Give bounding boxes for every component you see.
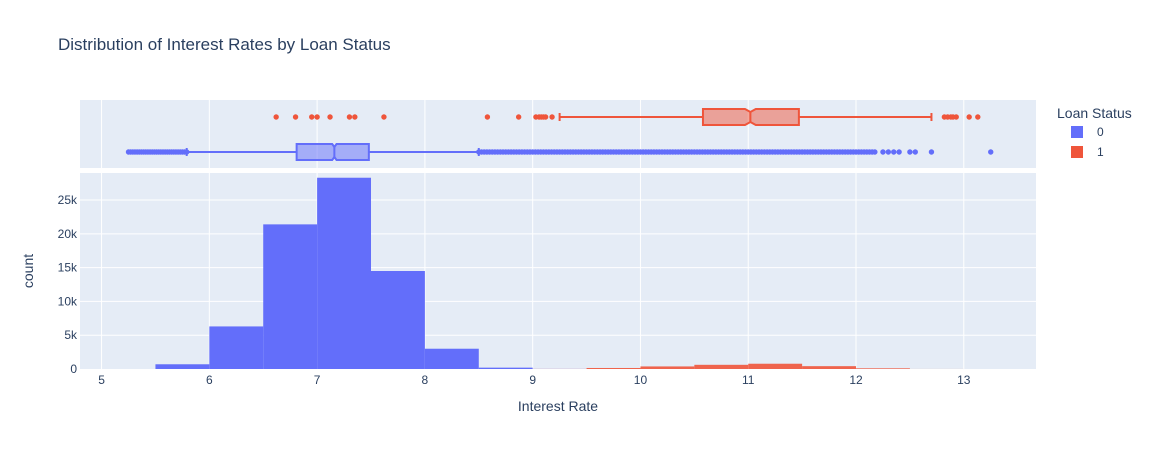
histogram-bar-series-1 — [694, 365, 748, 369]
legend-swatch — [1071, 126, 1083, 138]
box-outlier-point — [975, 114, 980, 119]
legend-item-1: 1 — [1071, 145, 1104, 159]
y-axis-ticks: 0 5k 10k 15k 20k 25k — [58, 193, 78, 376]
y-tick-label: 20k — [58, 227, 78, 241]
box-outlier-point — [314, 114, 319, 119]
x-tick-label: 9 — [529, 373, 536, 387]
box-outlier-point — [872, 149, 877, 154]
histogram-bar-series-1 — [748, 364, 802, 369]
box-outlier-point — [273, 114, 278, 119]
x-tick-label: 8 — [422, 373, 429, 387]
box-outlier-point — [891, 149, 896, 154]
histogram-bar-series-0 — [263, 224, 317, 369]
histogram-bar-series-1 — [856, 368, 910, 369]
histogram-bar-series-1 — [640, 366, 694, 369]
box-outlier-point — [886, 149, 891, 154]
box-outlier-point — [913, 149, 918, 154]
box-outlier-point — [549, 114, 554, 119]
chart-title: Distribution of Interest Rates by Loan S… — [58, 35, 391, 54]
y-tick-label: 10k — [58, 294, 78, 308]
histogram-bar-series-0 — [155, 364, 209, 369]
box-outlier-point — [347, 114, 352, 119]
histogram-bar-series-1 — [587, 368, 641, 369]
legend-title: Loan Status — [1057, 105, 1132, 121]
legend-label: 1 — [1097, 145, 1104, 159]
box-outlier-point — [880, 149, 885, 154]
x-tick-label: 7 — [314, 373, 321, 387]
box-outlier-point — [309, 114, 314, 119]
box-body — [297, 144, 369, 160]
x-tick-label: 12 — [849, 373, 863, 387]
box-outlier-point — [516, 114, 521, 119]
box-outlier-point — [966, 114, 971, 119]
histogram-bar-series-0 — [209, 326, 263, 369]
box-outlier-point — [988, 149, 993, 154]
x-axis-ticks: 5 6 7 8 9 10 11 12 13 — [98, 373, 971, 387]
box-outlier-point — [543, 114, 548, 119]
x-tick-label: 11 — [742, 373, 755, 387]
box-outlier-point — [327, 114, 332, 119]
box-outlier-point — [352, 114, 357, 119]
box-outlier-point — [485, 114, 490, 119]
box-outlier-point — [954, 114, 959, 119]
histogram-bar-series-0 — [317, 178, 371, 369]
y-axis-label: count — [20, 254, 36, 288]
box-outlier-point — [184, 149, 189, 154]
box-outlier-point — [896, 149, 901, 154]
legend-item-0: 0 — [1071, 125, 1104, 139]
legend-swatch — [1071, 146, 1083, 158]
box-outlier-point — [907, 149, 912, 154]
histogram-bar-series-0 — [371, 271, 425, 369]
y-tick-label: 0 — [70, 362, 77, 376]
legend: Loan Status 01 — [1057, 105, 1132, 159]
histogram-bar-series-1 — [802, 366, 856, 369]
box-outlier-point — [929, 149, 934, 154]
histogram-bar-series-0 — [479, 368, 533, 369]
y-tick-label: 5k — [64, 328, 78, 342]
x-tick-label: 6 — [206, 373, 213, 387]
y-tick-label: 25k — [58, 193, 78, 207]
histogram-bar-series-0 — [425, 349, 479, 369]
x-tick-label: 13 — [957, 373, 971, 387]
x-axis-label: Interest Rate — [518, 398, 598, 414]
x-tick-label: 5 — [98, 373, 105, 387]
legend-label: 0 — [1097, 125, 1104, 139]
box-outlier-point — [293, 114, 298, 119]
marginal-plot-background — [80, 100, 1036, 168]
box-outlier-point — [381, 114, 386, 119]
x-tick-label: 10 — [634, 373, 648, 387]
legend-items: 01 — [1071, 125, 1104, 159]
y-tick-label: 15k — [58, 261, 78, 275]
